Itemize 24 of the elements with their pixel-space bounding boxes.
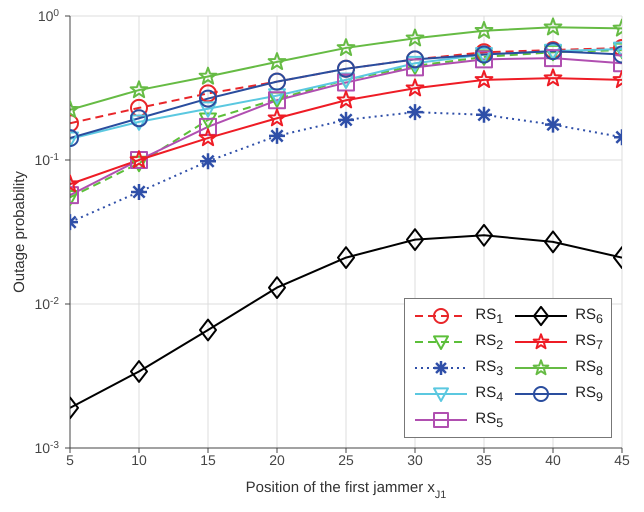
- x-tick-label: 30: [407, 452, 423, 468]
- legend-label: RS$_{3}$: [475, 358, 504, 378]
- y-tick-label: 10$^{-1}$: [34, 152, 60, 168]
- legend-label: RS$_{2}$: [475, 332, 504, 352]
- x-tick-label: 5: [66, 452, 74, 468]
- x-tick-label: 15: [200, 452, 216, 468]
- x-tick-label: 20: [269, 452, 285, 468]
- x-tick-label: 25: [338, 452, 354, 468]
- y-tick-label: 10$^{-3}$: [34, 440, 60, 456]
- legend-label: RS$_{9}$: [575, 384, 603, 404]
- x-tick-label: 40: [545, 452, 561, 468]
- legend-label: RS$_{5}$: [475, 410, 504, 430]
- legend-label: RS$_{7}$: [575, 332, 603, 352]
- x-axis-title: Position of the first jammer x$_{J1}$: [246, 479, 446, 501]
- y-tick-label: 10$^{-2}$: [34, 296, 60, 312]
- legend-label: RS$_{4}$: [475, 384, 504, 404]
- y-axis-title: Outage probability: [11, 170, 28, 293]
- legend-label: RS$_{6}$: [575, 306, 603, 326]
- x-tick-label: 35: [476, 452, 492, 468]
- legend-label: RS$_{8}$: [575, 358, 603, 378]
- x-tick-label: 10: [131, 452, 147, 468]
- y-tick-label: 10$^{0}$: [38, 8, 60, 24]
- legend-label: RS$_{1}$: [475, 306, 504, 326]
- x-tick-label: 45: [614, 452, 630, 468]
